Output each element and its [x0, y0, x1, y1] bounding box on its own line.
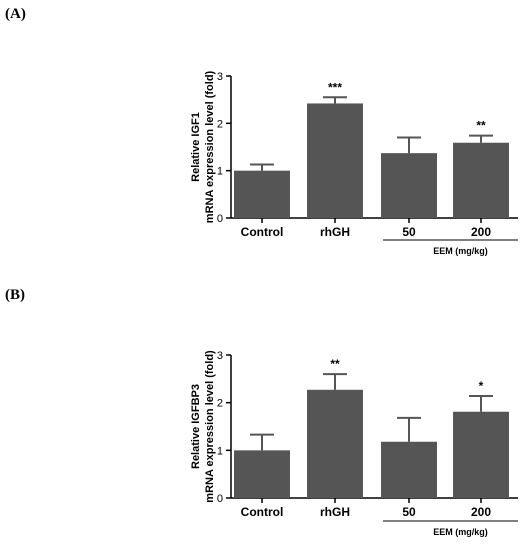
y-tick-label: 3: [217, 71, 223, 83]
y-axis-label: mRNA expression level (fold): [204, 350, 216, 503]
y-tick-label: 1: [217, 445, 223, 457]
y-tick-label: 0: [217, 493, 223, 505]
group-label: EEM (mg/kg): [433, 246, 488, 256]
significance-marker: ***: [328, 80, 342, 94]
panel-label-b: (B): [5, 287, 25, 303]
x-tick-label: rhGH: [320, 505, 350, 519]
bar: [453, 142, 509, 218]
group-label: EEM (mg/kg): [433, 527, 488, 537]
y-axis-label: Relative IGF1: [190, 112, 202, 182]
bar: [307, 103, 363, 218]
significance-marker: **: [476, 119, 486, 133]
x-tick-label: 200: [471, 225, 491, 239]
y-tick-label: 2: [217, 398, 223, 410]
y-axis-label: mRNA expression level (fold): [204, 70, 216, 223]
x-tick-label: Control: [241, 225, 284, 239]
x-tick-label: 50: [402, 505, 416, 519]
x-tick-label: 50: [402, 225, 416, 239]
significance-marker: **: [330, 357, 340, 371]
bar: [234, 170, 290, 218]
x-tick-label: Control: [241, 505, 284, 519]
y-tick-label: 3: [217, 350, 223, 362]
y-tick-label: 1: [217, 166, 223, 178]
significance-marker: *: [479, 379, 484, 393]
panel-label-a: (A): [5, 6, 26, 22]
y-axis-label: Relative IGFBP3: [190, 384, 202, 469]
bar: [234, 450, 290, 498]
x-tick-label: rhGH: [320, 225, 350, 239]
y-tick-label: 2: [217, 118, 223, 130]
bar: [453, 411, 509, 498]
bar: [381, 153, 437, 218]
y-tick-label: 0: [217, 213, 223, 225]
bar: [307, 389, 363, 498]
x-tick-label: 200: [471, 505, 491, 519]
bar: [381, 441, 437, 498]
